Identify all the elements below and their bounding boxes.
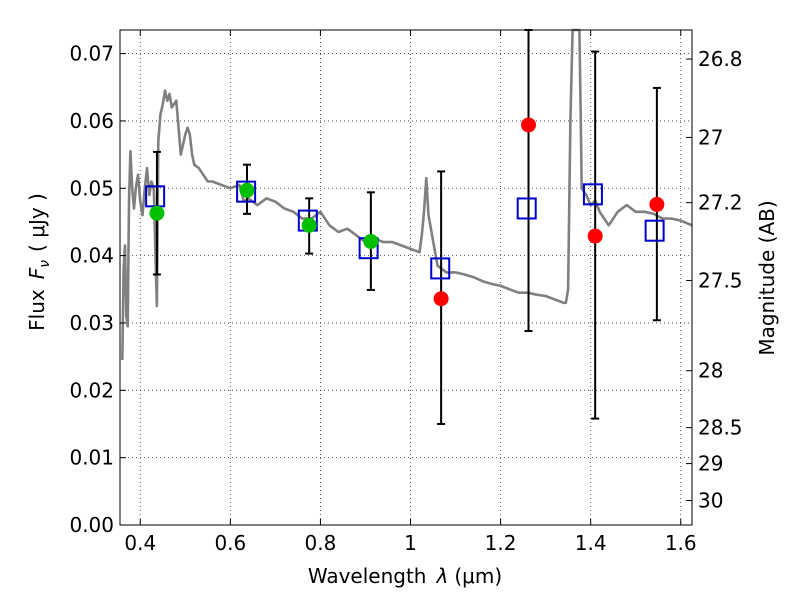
y-axis-label-unit: ( μJy ) — [25, 193, 49, 252]
x-axis-label: Wavelength λ (μm) — [308, 564, 502, 588]
red-data-point — [587, 228, 603, 244]
green-data-point — [239, 182, 255, 198]
y-tick-label: 0.01 — [69, 446, 114, 470]
model-square-marker — [236, 180, 257, 203]
red-data-point — [433, 291, 449, 307]
y-tick-label: 0.02 — [69, 378, 114, 402]
y-tick-label: 0.07 — [69, 42, 114, 66]
x-tick-label: 0.8 — [305, 531, 337, 555]
red-data-point — [649, 196, 665, 212]
y2-tick-label: 28 — [698, 359, 723, 383]
green-data-point — [363, 233, 379, 249]
y-tick-label: 0.04 — [69, 244, 114, 268]
green-data-point — [301, 217, 317, 233]
spectrum-line — [121, 28, 693, 361]
y-tick-label: 0.00 — [69, 513, 114, 537]
x-tick-label: 0.4 — [124, 531, 156, 555]
y-axis-label: Flux Fν ( μJy ) — [25, 193, 53, 331]
y-axis-label-symbol: F — [25, 267, 49, 279]
model-square-marker — [430, 257, 451, 280]
data-points — [149, 117, 665, 307]
x-tick-label: 1 — [404, 531, 417, 555]
y2-tick-label: 26.8 — [698, 47, 743, 71]
x-axis-label-symbol: λ — [436, 564, 449, 588]
y2-tick-label: 28.5 — [698, 416, 743, 440]
y2-axis-label: Magnitude (AB) — [755, 200, 779, 355]
model-spectrum — [121, 28, 693, 361]
model-square-marker — [582, 183, 603, 206]
y-tick-label: 0.05 — [69, 176, 114, 200]
x-axis-label-unit: (μm) — [454, 564, 502, 588]
y-tick-label: 0.06 — [69, 109, 114, 133]
x-tick-label: 1.2 — [485, 531, 517, 555]
model-square-marker — [516, 197, 537, 220]
axis-ticks: 0.4 0.6 0.8 1 1.2 1.4 1.6 0.00 0.01 0.02 0.03 0.04 0… — [69, 30, 743, 555]
y2-tick-label: 27.5 — [698, 268, 743, 292]
y-tick-label: 0.03 — [69, 311, 114, 335]
y2-tick-label: 27.2 — [698, 191, 743, 215]
grid-lines — [120, 30, 692, 526]
red-data-point — [521, 117, 537, 133]
x-tick-label: 1.6 — [665, 531, 697, 555]
y-axis-label-text: Flux — [25, 289, 49, 331]
green-data-point — [149, 205, 165, 221]
y2-tick-label: 27 — [698, 125, 723, 149]
y2-tick-label: 30 — [698, 489, 723, 513]
y-axis-label-subscript: ν — [37, 260, 53, 268]
model-square-marker — [644, 219, 665, 242]
x-tick-label: 0.6 — [214, 531, 246, 555]
x-tick-label: 1.4 — [575, 531, 607, 555]
error-bars — [152, 29, 661, 425]
plot-frame — [119, 29, 693, 526]
x-axis-label-text: Wavelength — [308, 564, 427, 588]
y2-tick-label: 29 — [698, 452, 723, 476]
